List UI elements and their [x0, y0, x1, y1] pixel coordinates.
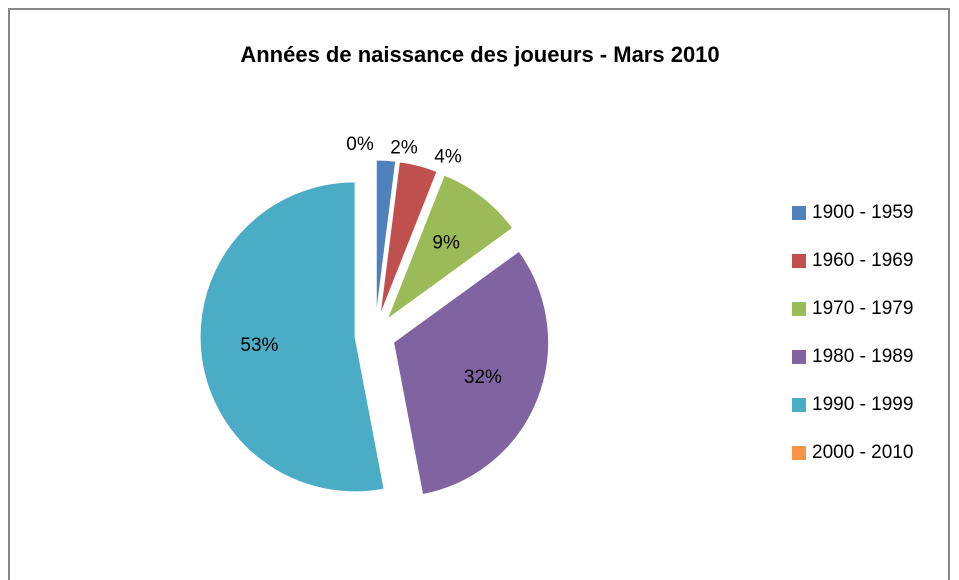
legend-swatch	[792, 254, 806, 268]
pie-slice	[379, 161, 438, 316]
legend-label: 2000 - 2010	[812, 442, 913, 463]
data-label: 0%	[346, 134, 374, 155]
pie-slice	[393, 250, 550, 496]
pie-slice	[375, 159, 397, 316]
data-label: 2%	[390, 137, 418, 158]
pie-slice	[199, 181, 385, 493]
legend-label: 1990 - 1999	[812, 394, 913, 415]
legend-label: 1900 - 1959	[812, 202, 913, 223]
data-label: 9%	[432, 232, 460, 253]
data-label: 4%	[434, 147, 462, 168]
legend-swatch	[792, 302, 806, 316]
legend-swatch	[792, 446, 806, 460]
data-label: 32%	[464, 367, 502, 388]
chart-title: Années de naissance des joueurs - Mars 2…	[240, 42, 719, 67]
legend-swatch	[792, 398, 806, 412]
legend-label: 1960 - 1969	[812, 250, 913, 271]
legend-label: 1970 - 1979	[812, 298, 913, 319]
data-label: 53%	[240, 335, 278, 356]
legend-swatch	[792, 206, 806, 220]
pie-slice	[386, 174, 514, 321]
legend-swatch	[792, 350, 806, 364]
legend-label: 1980 - 1989	[812, 346, 913, 367]
